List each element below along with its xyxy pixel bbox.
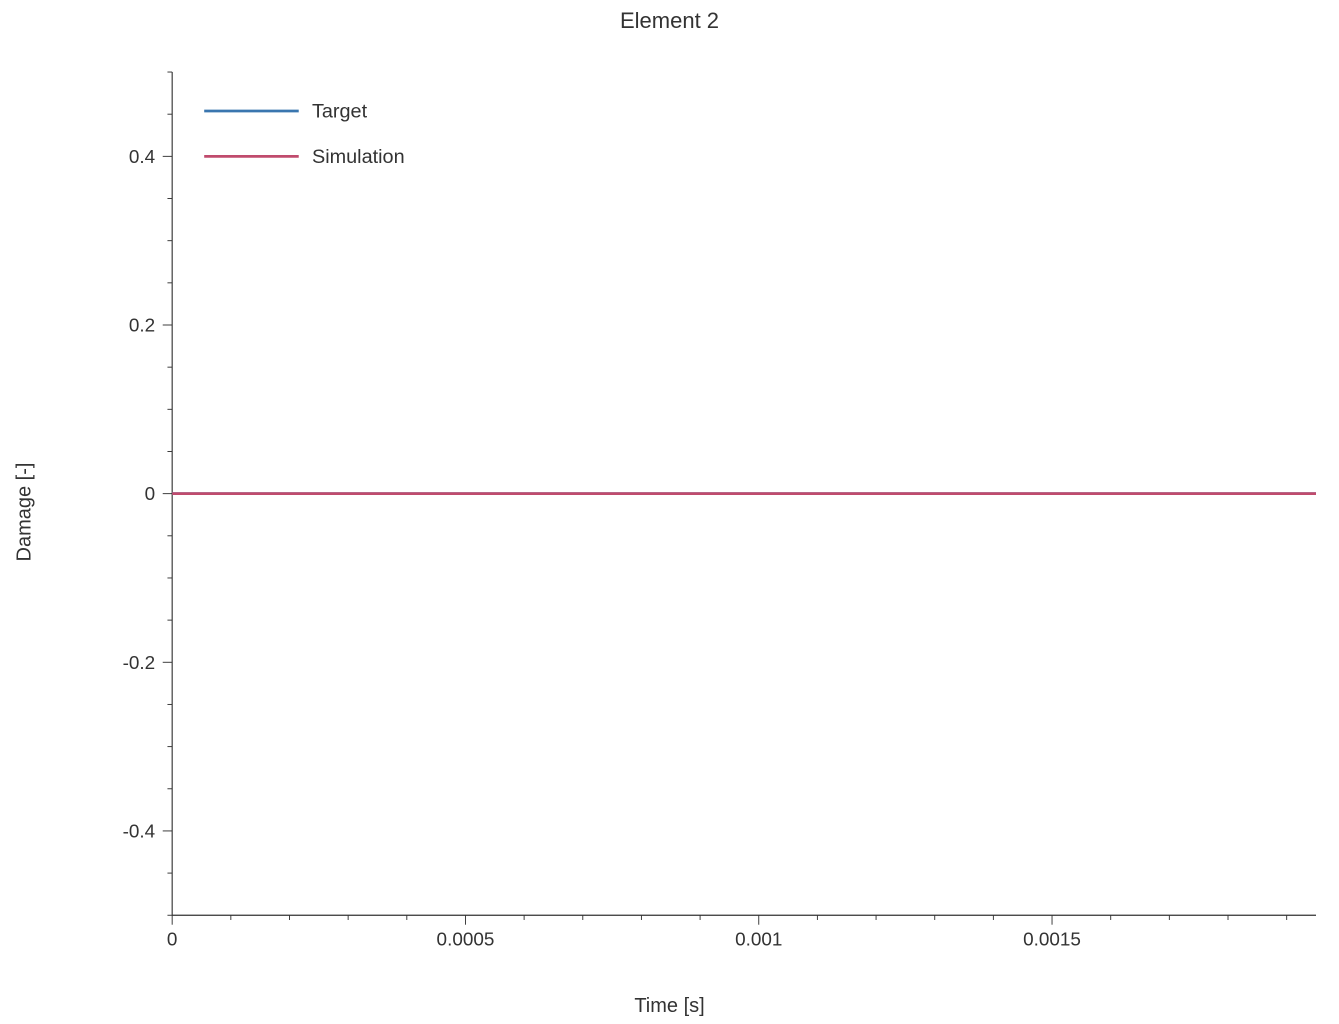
x-tick-label: 0 (167, 929, 178, 950)
y-tick-label: 0 (145, 484, 156, 505)
y-tick-label: 0.4 (129, 147, 155, 168)
y-tick-label: -0.2 (123, 653, 156, 674)
plot-svg: -0.4 -0.2 0 0.2 0.4 0 0.0005 0.001 0.0015 Target S… (106, 46, 1316, 998)
legend-label: Target (312, 101, 368, 123)
x-axis-label: Time [s] (0, 995, 1339, 1018)
x-tick-label: 0.0015 (1023, 929, 1081, 950)
x-tick-label: 0.001 (735, 929, 782, 950)
chart-container: Element 2 Damage [-] Time [s] -0.4 -0.2 0 0… (0, 0, 1339, 1024)
y-axis-label: Damage [-] (13, 463, 36, 562)
legend-label: Simulation (312, 146, 405, 168)
y-tick-label: 0.2 (129, 316, 155, 337)
plot-area: -0.4-0.200.20.400.00050.0010.0015TargetS… (106, 46, 1316, 938)
y-tick-label: -0.4 (123, 822, 156, 843)
x-tick-label: 0.0005 (437, 929, 495, 950)
chart-title: Element 2 (0, 8, 1339, 34)
